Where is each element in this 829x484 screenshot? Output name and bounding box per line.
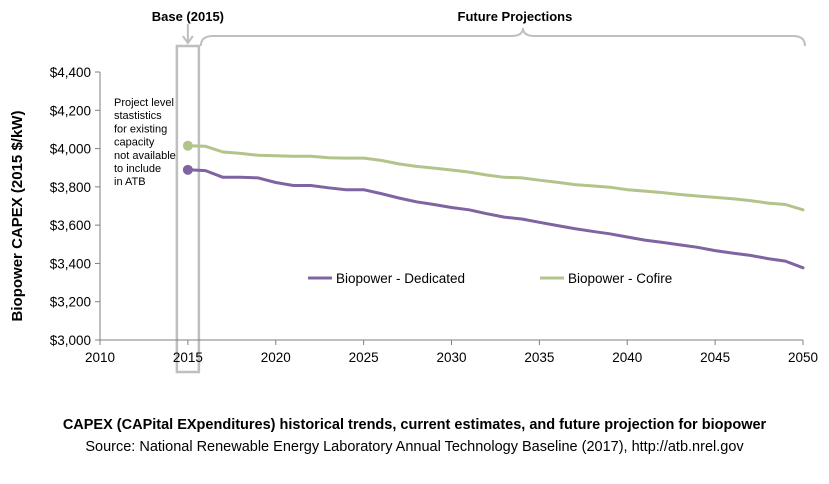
chart: Base (2015) Future Projections Project l… (9, 9, 818, 374)
x-tick-label: 2025 (349, 350, 379, 365)
axes: $3,000 $3,200 $3,400 $3,600 $3,800 $4,000 $4,2… (9, 65, 818, 365)
x-tick-label: 2050 (788, 350, 818, 365)
y-axis-label: Biopower CAPEX (2015 $/kW) (9, 111, 26, 322)
legend-item-biopower-cofire: Biopower - Cofire (540, 271, 672, 286)
future-projections-bracket (199, 27, 806, 47)
base-point-biopower-dedicated (182, 164, 193, 175)
legend-label: Biopower - Cofire (568, 271, 672, 286)
x-tick-label: 2030 (436, 350, 466, 365)
series-line-biopower-cofire (186, 144, 805, 212)
x-tick-label: 2045 (700, 350, 730, 365)
base-year-box (175, 44, 201, 374)
y-tick-label: $3,600 (50, 218, 91, 233)
y-tick-label: $4,000 (50, 142, 91, 157)
caption-source: Source: National Renewable Energy Labora… (85, 439, 744, 455)
y-tick-label: $3,000 (50, 333, 91, 348)
caption-title: CAPEX (CAPital EXpenditures) historical … (62, 417, 767, 433)
legend: Biopower - Dedicated Biopower - Cofire (308, 271, 672, 286)
y-axis-ticks: $3,000 $3,200 $3,400 $3,600 $3,800 $4,000 $4,2… (50, 65, 100, 348)
x-tick-label: 2010 (85, 350, 115, 365)
annotations-layer: Base (2015) Future Projections Project l… (114, 9, 806, 374)
x-tick-label: 2040 (612, 350, 642, 365)
note-line: stastistics (114, 110, 162, 122)
legend-label: Biopower - Dedicated (336, 271, 465, 286)
x-tick-label: 2020 (261, 350, 291, 365)
series-layer (182, 140, 805, 270)
y-tick-label: $4,200 (50, 103, 91, 118)
x-tick-label: 2015 (173, 350, 203, 365)
note-line: for existing (114, 123, 167, 135)
note-line: capacity (114, 137, 155, 149)
base-year-arrow (182, 24, 194, 45)
x-axis-ticks: 2010 2015 2020 2025 2030 2035 2040 2045 2050 (85, 340, 818, 365)
note-line: in ATB (114, 176, 146, 188)
note-line: Project level (114, 97, 174, 109)
legend-item-biopower-dedicated: Biopower - Dedicated (308, 271, 465, 286)
future-projections-label: Future Projections (458, 9, 573, 24)
base-point-biopower-cofire (182, 140, 193, 151)
x-tick-label: 2035 (524, 350, 554, 365)
series-line-biopower-dedicated (186, 168, 805, 270)
note-line: not available (114, 150, 176, 162)
y-tick-label: $3,400 (50, 256, 91, 271)
y-tick-label: $3,800 (50, 180, 91, 195)
note-line: to include (114, 163, 161, 175)
y-tick-label: $3,200 (50, 295, 91, 310)
y-tick-label: $4,400 (50, 65, 91, 80)
base-year-label: Base (2015) (152, 9, 224, 24)
